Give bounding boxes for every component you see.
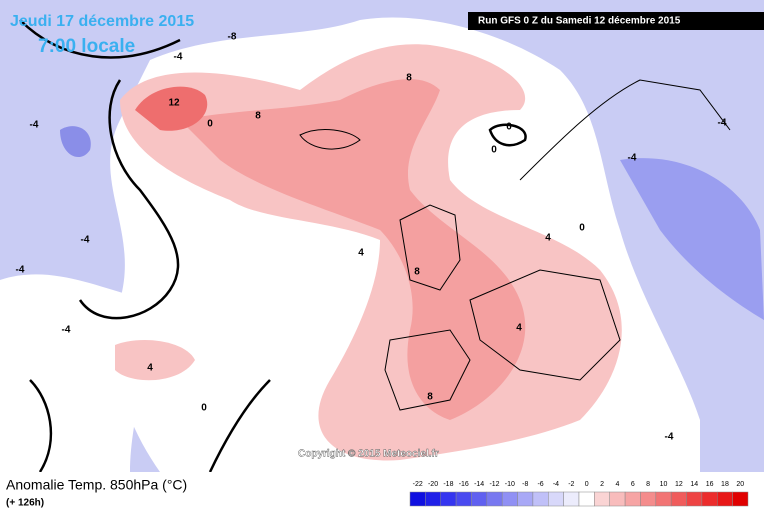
contour-label: 0	[207, 119, 213, 130]
scale-box	[717, 491, 733, 507]
coastline	[299, 129, 361, 150]
coastline	[19, 19, 181, 59]
contour-label: 8	[427, 392, 433, 403]
scale-tick-label: 12	[675, 481, 683, 488]
contour-label: 4	[516, 323, 522, 334]
contour-label: -8	[228, 32, 237, 43]
coastline	[469, 269, 621, 381]
scale-tick-label: -22	[413, 481, 423, 488]
contour-label: -4	[174, 52, 183, 63]
lead-time: (+ 126h)	[6, 498, 44, 509]
scale-box	[578, 491, 595, 507]
contour-label: -4	[30, 120, 39, 131]
coastlines	[19, 19, 527, 473]
cold-anomaly	[60, 126, 91, 158]
scale-tick-label: -12	[489, 481, 499, 488]
coastline	[488, 123, 527, 147]
coastline	[78, 79, 180, 320]
scale-tick-label: 8	[646, 481, 650, 488]
coastline	[519, 79, 731, 181]
scale-box	[563, 491, 580, 507]
cold-anomaly	[620, 158, 764, 320]
contour-label: -4	[16, 265, 25, 276]
warm-anomaly	[115, 340, 195, 381]
land-borders	[299, 79, 731, 411]
time-label: 7:00 locale	[38, 36, 135, 57]
scale-box	[701, 491, 718, 507]
contour-label: 8	[406, 73, 412, 84]
run-label: Run GFS 0 Z du Samedi 12 décembre 2015	[478, 16, 681, 27]
contour-label: -4	[81, 235, 90, 246]
contour-label: -4	[62, 325, 71, 336]
contour-label: 12	[168, 98, 180, 109]
contour-label: -4	[628, 153, 637, 164]
scale-box	[409, 491, 426, 507]
contour-label: 8	[255, 111, 261, 122]
scale-box	[517, 491, 534, 507]
coastline	[208, 379, 271, 473]
scale-tick-label: 18	[721, 481, 729, 488]
scale-tick-label: -2	[568, 481, 574, 488]
contour-label: -4	[665, 432, 674, 443]
contour-labels: 12 8 8 0 0 0 8 8 4 4 0 -4 -4 -4 -4 -4 -4 -8 -4 4 0 -4 4	[16, 32, 727, 443]
scale-tick-label: 0	[585, 481, 589, 488]
scale-tick-label: -4	[553, 481, 559, 488]
scale-tick-label: 6	[631, 481, 635, 488]
contour-label: 0	[506, 122, 512, 133]
contour-label: 0	[491, 145, 497, 156]
contour-label: 0	[579, 223, 585, 234]
contour-label: 4	[358, 248, 364, 259]
scale-box	[624, 491, 641, 507]
scale-box	[501, 491, 518, 507]
coastline	[384, 329, 471, 411]
scale-tick-label: -14	[474, 481, 484, 488]
contour-label: -4	[718, 118, 727, 129]
scale-box	[471, 491, 488, 507]
scale-tick-label: -6	[537, 481, 543, 488]
warm-anomaly-peak	[135, 86, 208, 131]
contour-label: 4	[545, 233, 551, 244]
scale-tick-label: 10	[660, 481, 668, 488]
scale-tick-label: -16	[459, 481, 469, 488]
contour-label: 8	[414, 267, 420, 278]
scale-tick-label: -20	[428, 481, 438, 488]
scale-tick-label: -8	[522, 481, 528, 488]
contour-label: 4	[147, 363, 153, 374]
scale-tick-label: -10	[505, 481, 515, 488]
scale-tick-label: 4	[615, 481, 619, 488]
scale-box	[640, 491, 657, 507]
scale-box	[455, 491, 472, 507]
scale-box	[670, 491, 687, 507]
map-title: Anomalie Temp. 850hPa (°C)	[6, 477, 187, 493]
date-label: Jeudi 17 décembre 2015	[10, 13, 194, 30]
warm-anomaly-core	[180, 79, 526, 420]
scale-tick-label: 16	[706, 481, 714, 488]
scale-box	[655, 491, 672, 507]
scale-box	[548, 491, 564, 507]
color-scale: -22 -20 -18 -16 -14 -12 -10 -8 -6 -4 -2 0 2 4 6 8 10 12 14…	[409, 481, 749, 507]
scale-box	[732, 491, 749, 507]
neutral-area	[0, 274, 160, 472]
copyright: Copyright © 2015 Meteociel.fr	[298, 449, 439, 460]
coastline	[399, 204, 461, 291]
scale-box	[440, 491, 457, 507]
scale-tick-label: 20	[736, 481, 744, 488]
scale-box	[609, 491, 626, 507]
coastline	[29, 379, 53, 473]
scale-tick-label: -18	[443, 481, 453, 488]
scale-tick-label: 14	[690, 481, 698, 488]
scale-box	[594, 491, 610, 507]
run-box	[468, 12, 764, 30]
scale-box	[486, 491, 503, 507]
scale-box	[686, 491, 703, 507]
scale-tick-label: 2	[600, 481, 604, 488]
contour-label: 0	[201, 403, 207, 414]
scale-box	[532, 491, 549, 507]
scale-box	[425, 491, 441, 507]
